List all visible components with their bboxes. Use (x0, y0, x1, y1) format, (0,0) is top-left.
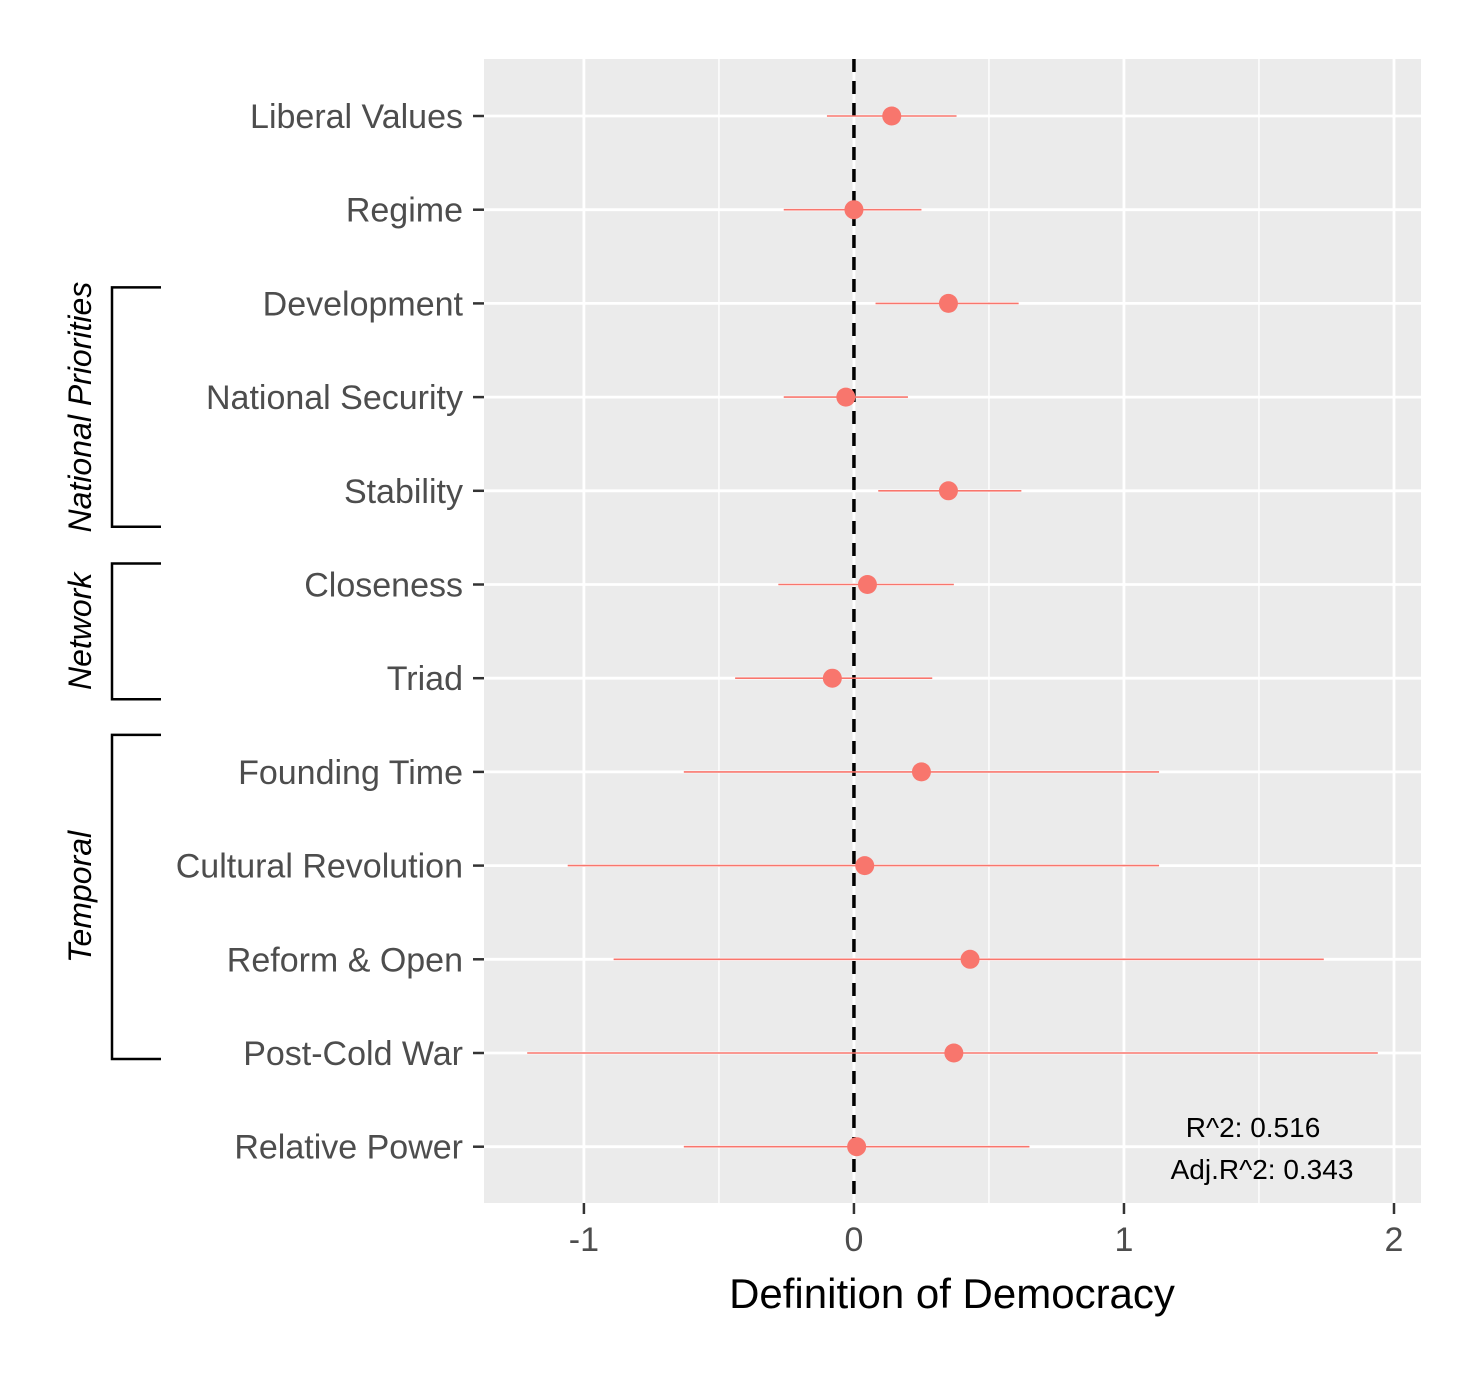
point-estimate (822, 668, 842, 688)
y-tick-label: Development (263, 285, 464, 323)
r2-label: R^2: 0.516 (1186, 1112, 1321, 1143)
y-tick-label: Liberal Values (250, 98, 463, 136)
point-estimate (938, 293, 958, 313)
group-label: National Priorities (62, 282, 98, 533)
y-tick-label: Regime (346, 192, 463, 230)
y-tick-label: Cultural Revolution (176, 848, 463, 886)
x-axis: -1 0 1 2 (569, 1203, 1404, 1259)
x-tick-label: 2 (1385, 1221, 1404, 1259)
point-estimate (847, 1137, 867, 1157)
y-tick-label: Relative Power (234, 1129, 463, 1167)
x-tick-label: 0 (844, 1221, 863, 1259)
point-estimate (938, 481, 958, 501)
x-tick-label: -1 (569, 1221, 599, 1259)
plot-panel (484, 59, 1421, 1203)
y-tick-label: National Security (206, 379, 463, 417)
group-brackets: National Priorities Network Temporal (62, 282, 161, 1061)
group-label: Temporal (62, 830, 98, 963)
point-estimate (882, 106, 902, 126)
point-estimate (836, 387, 856, 407)
y-tick-label: Closeness (304, 567, 463, 605)
adj-r2-label: Adj.R^2: 0.343 (1171, 1154, 1354, 1185)
point-estimate (960, 949, 980, 969)
y-tick-label: Triad (387, 660, 463, 698)
y-tick-label: Stability (344, 473, 463, 511)
coefficient-marks (527, 106, 1378, 1157)
group-bracket (110, 286, 161, 529)
point-estimate (944, 1043, 964, 1063)
x-axis-title: Definition of Democracy (729, 1270, 1175, 1317)
group-bracket (110, 562, 161, 701)
point-estimate (844, 200, 864, 220)
point-estimate (911, 762, 931, 782)
y-axis: Liberal Values Regime Development National … (176, 98, 484, 1167)
point-estimate (857, 575, 877, 594)
group-label: Network (62, 571, 98, 690)
y-tick-label: Reform & Open (227, 941, 463, 979)
group-bracket (110, 733, 161, 1061)
point-estimate (855, 856, 875, 876)
y-tick-label: Founding Time (238, 754, 463, 792)
x-tick-label: 1 (1115, 1221, 1134, 1259)
y-tick-label: Post-Cold War (243, 1035, 463, 1073)
